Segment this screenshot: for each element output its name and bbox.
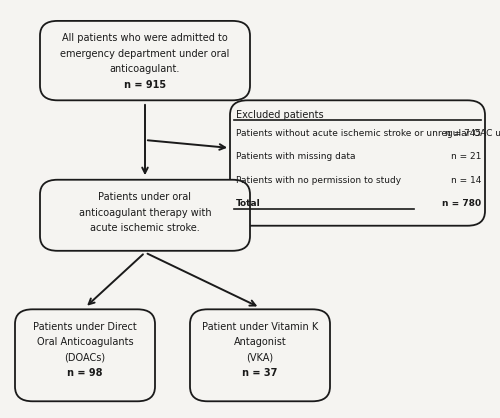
Text: n = 745: n = 745 — [445, 129, 481, 138]
FancyBboxPatch shape — [15, 309, 155, 401]
Text: anticoagulant therapy with: anticoagulant therapy with — [78, 208, 212, 218]
Text: n = 21: n = 21 — [450, 152, 481, 161]
Text: n = 98: n = 98 — [67, 368, 103, 378]
Text: n = 14: n = 14 — [450, 176, 481, 185]
Text: Patients under oral: Patients under oral — [98, 192, 192, 202]
Text: All patients who were admitted to: All patients who were admitted to — [62, 33, 228, 43]
Text: acute ischemic stroke.: acute ischemic stroke. — [90, 223, 200, 233]
Text: n = 780: n = 780 — [442, 199, 481, 208]
FancyBboxPatch shape — [40, 21, 250, 100]
Text: Patients with no permission to study: Patients with no permission to study — [236, 176, 401, 185]
Text: anticoagulant.: anticoagulant. — [110, 64, 180, 74]
Text: n = 915: n = 915 — [124, 80, 166, 90]
FancyBboxPatch shape — [40, 180, 250, 251]
Text: Patients without acute ischemic stroke or unregular OAC use: Patients without acute ischemic stroke o… — [236, 129, 500, 138]
Text: Oral Anticoagulants: Oral Anticoagulants — [36, 337, 134, 347]
Text: Patients under Direct: Patients under Direct — [33, 322, 137, 332]
Text: Patients with missing data: Patients with missing data — [236, 152, 356, 161]
Text: (DOACs): (DOACs) — [64, 353, 106, 363]
Text: Antagonist: Antagonist — [234, 337, 286, 347]
FancyBboxPatch shape — [190, 309, 330, 401]
Text: emergency department under oral: emergency department under oral — [60, 49, 230, 59]
Text: Total: Total — [236, 199, 261, 208]
FancyBboxPatch shape — [230, 100, 485, 226]
Text: n = 37: n = 37 — [242, 368, 278, 378]
Text: Excluded patients: Excluded patients — [236, 110, 324, 120]
Text: Patient under Vitamin K: Patient under Vitamin K — [202, 322, 318, 332]
Text: (VKA): (VKA) — [246, 353, 274, 363]
